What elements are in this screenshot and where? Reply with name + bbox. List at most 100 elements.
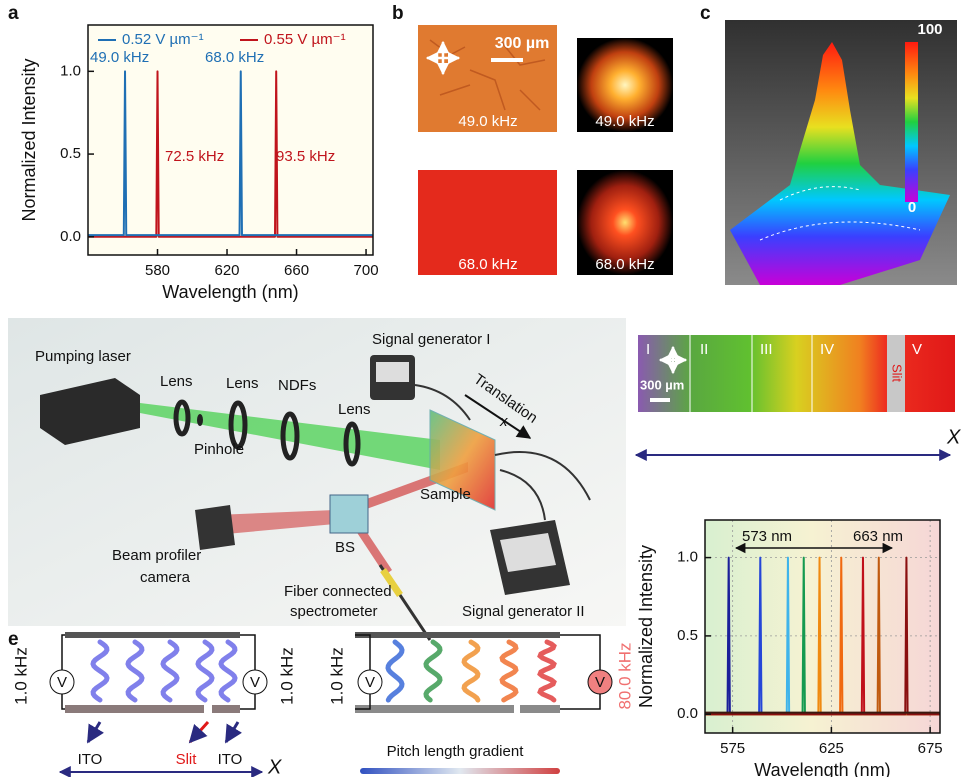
image-label: 49.0 kHz <box>458 113 517 130</box>
camera <box>195 505 235 550</box>
y-tick-label: 0.5 <box>677 627 698 644</box>
annotation: 663 nm <box>853 528 903 545</box>
slit <box>514 705 520 713</box>
region-label: V <box>912 341 922 358</box>
scale-bar-label: 300 µm <box>495 35 550 52</box>
y-axis-label: Normalized Intensity <box>636 545 656 708</box>
x-axis-label: Wavelength (nm) <box>754 760 890 777</box>
beam-splitter <box>330 495 368 533</box>
x-tick-label: 625 <box>819 740 844 757</box>
helix <box>93 642 107 700</box>
colorbar <box>905 42 918 202</box>
colorbar-tick: 0 <box>908 199 916 216</box>
y-axis-label: Normalized Intensity <box>19 58 39 221</box>
image-label: 49.0 kHz <box>595 113 654 130</box>
annotation: 573 nm <box>742 528 792 545</box>
helix <box>388 642 402 700</box>
strip <box>638 335 955 412</box>
pinhole <box>197 414 203 426</box>
panel-label: b <box>392 3 404 24</box>
label: Pumping laser <box>35 348 131 365</box>
x-axis-label: Wavelength (nm) <box>162 282 298 302</box>
pointer <box>88 722 100 742</box>
helix <box>502 642 516 700</box>
plate <box>65 632 240 638</box>
region-label: II <box>700 341 708 358</box>
slit <box>204 705 212 713</box>
panel-label: c <box>700 3 711 24</box>
plate <box>355 632 560 638</box>
scale-bar-label: 300 µm <box>640 377 684 392</box>
y-tick-label: 1.0 <box>60 62 81 79</box>
label: Signal generator II <box>462 603 585 620</box>
label: x <box>499 413 508 430</box>
pointer <box>226 722 238 742</box>
label: BS <box>335 539 355 556</box>
panel-d: Pumping laser Lens Lens NDFs Lens Pinhol… <box>8 318 626 640</box>
gradient-label: Pitch length gradient <box>387 743 525 760</box>
label: Lens <box>226 375 259 392</box>
panel-label: e <box>8 629 19 650</box>
panel-e: V V 1.0 kHz 1.0 kHz ITO Slit ITO X V V 1… <box>11 632 634 777</box>
region-label: IV <box>820 341 834 358</box>
plate <box>65 705 240 713</box>
electrode-label: ITO <box>218 751 243 768</box>
label: camera <box>140 569 191 586</box>
electrode-label: Slit <box>176 751 198 768</box>
panel-b: 300 µm 49.0 kHz 49.0 kHz 68.0 kHz 68.0 k… <box>418 25 673 275</box>
helix <box>464 642 478 700</box>
label: NDFs <box>278 377 316 394</box>
axis-label: X <box>946 426 961 448</box>
meter-label: V <box>595 674 605 691</box>
x-tick-label: 580 <box>145 262 170 279</box>
axis-label: X <box>267 756 282 777</box>
colorbar-tick: 100 <box>917 21 942 38</box>
helix <box>198 642 212 700</box>
figure: a b c d e f g 300 µm 49.0 kHz 49.0 kHz 6… <box>0 0 963 777</box>
x-tick-label: 700 <box>354 262 379 279</box>
voltage-label: 80.0 kHz <box>615 642 634 709</box>
voltage-label: 1.0 kHz <box>277 647 296 705</box>
label: Pinhole <box>194 441 244 458</box>
annotation: 72.5 kHz <box>165 148 224 165</box>
pointer <box>190 722 208 742</box>
slit-label: Slit <box>890 364 905 382</box>
helix <box>221 642 235 700</box>
x-tick-label: 620 <box>215 262 240 279</box>
panel-label: a <box>8 3 19 24</box>
screen <box>500 533 556 572</box>
label: Beam profiler <box>112 547 201 564</box>
image-label: 68.0 kHz <box>595 256 654 273</box>
meter-label: V <box>250 674 260 691</box>
x-tick-label: 575 <box>720 740 745 757</box>
annotation: 93.5 kHz <box>276 148 335 165</box>
legend-label: 0.52 V µm⁻¹ <box>122 31 204 48</box>
region-label: III <box>760 341 773 358</box>
y-tick-label: 0.0 <box>60 228 81 245</box>
voltage-label: 1.0 kHz <box>327 647 346 705</box>
gradient-bar <box>360 768 560 774</box>
x-tick-label: 675 <box>918 740 943 757</box>
annotation: 49.0 kHz <box>90 49 149 66</box>
x-tick-label: 660 <box>284 262 309 279</box>
legend-label: 0.55 V µm⁻¹ <box>264 31 346 48</box>
label: Lens <box>160 373 193 390</box>
region-label: I <box>646 341 650 358</box>
helix <box>426 642 440 700</box>
label: spectrometer <box>290 603 378 620</box>
label: Sample <box>420 486 471 503</box>
helix <box>540 642 554 700</box>
voltage-label: 1.0 kHz <box>11 647 30 705</box>
meter-label: V <box>365 674 375 691</box>
label: Signal generator I <box>372 331 490 348</box>
plate <box>355 705 560 713</box>
y-tick-label: 1.0 <box>677 549 698 566</box>
helix <box>163 642 177 700</box>
y-tick-label: 0.5 <box>60 145 81 162</box>
panel-f: I II III IV V Slit 300 µm X <box>636 335 961 455</box>
label: Lens <box>338 401 371 418</box>
electrode-label: ITO <box>78 751 103 768</box>
panel-c: 100 0 <box>725 20 957 285</box>
screen <box>376 362 409 382</box>
image-label: 68.0 kHz <box>458 256 517 273</box>
